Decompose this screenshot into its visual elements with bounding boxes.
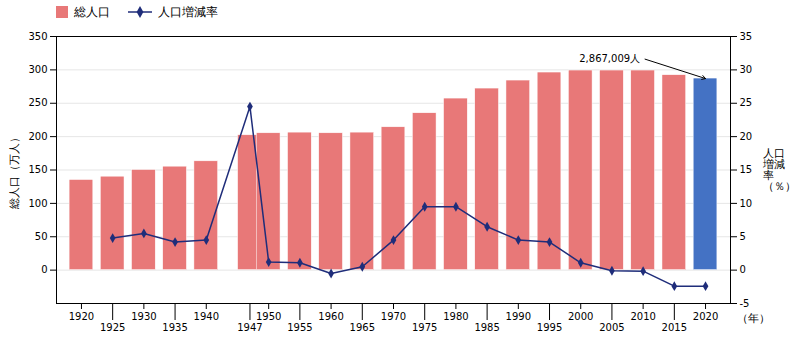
svg-text:2015: 2015 — [662, 322, 687, 333]
svg-text:1985: 1985 — [474, 322, 499, 333]
svg-text:1947: 1947 — [237, 322, 262, 333]
svg-text:（年）: （年） — [737, 312, 770, 325]
svg-text:1920: 1920 — [69, 311, 94, 322]
svg-text:30: 30 — [740, 64, 753, 75]
svg-text:1980: 1980 — [443, 311, 468, 322]
svg-text:250: 250 — [28, 97, 47, 108]
svg-text:50: 50 — [35, 231, 48, 242]
svg-text:350: 350 — [28, 31, 47, 42]
svg-text:総人口（万人）: 総人口（万人） — [8, 132, 21, 210]
svg-text:1950: 1950 — [256, 311, 281, 322]
svg-text:1940: 1940 — [194, 311, 219, 322]
svg-text:1960: 1960 — [318, 311, 343, 322]
svg-text:35: 35 — [740, 31, 753, 42]
svg-text:5: 5 — [740, 231, 746, 242]
svg-text:人口増減率（％）: 人口増減率（％） — [762, 147, 796, 193]
html-text:総人口: 総人口 — [74, 4, 110, 19]
svg-text:300: 300 — [28, 64, 47, 75]
svg-text:150: 150 — [28, 164, 47, 175]
svg-text:10: 10 — [740, 198, 753, 209]
svg-text:-5: -5 — [740, 298, 750, 309]
svg-text:200: 200 — [28, 131, 47, 142]
svg-text:1995: 1995 — [537, 322, 562, 333]
svg-text:25: 25 — [740, 97, 753, 108]
svg-text:1970: 1970 — [381, 311, 406, 322]
svg-text:1925: 1925 — [100, 322, 125, 333]
svg-text:100: 100 — [28, 198, 47, 209]
svg-text:1990: 1990 — [506, 311, 531, 322]
svg-text:2020: 2020 — [693, 311, 718, 322]
svg-text:2005: 2005 — [599, 322, 624, 333]
svg-text:1975: 1975 — [412, 322, 437, 333]
svg-text:2010: 2010 — [630, 311, 655, 322]
svg-text:15: 15 — [740, 164, 753, 175]
svg-text:0: 0 — [41, 264, 47, 275]
svg-text:2,867,009人: 2,867,009人 — [579, 53, 640, 64]
svg-text:20: 20 — [740, 131, 753, 142]
svg-text:1935: 1935 — [162, 322, 187, 333]
svg-text:0: 0 — [740, 264, 746, 275]
html-text:人口増減率: 人口増減率 — [158, 4, 218, 19]
svg-text:2000: 2000 — [568, 311, 593, 322]
svg-text:1965: 1965 — [350, 322, 375, 333]
svg-text:1930: 1930 — [131, 311, 156, 322]
svg-text:1955: 1955 — [287, 322, 312, 333]
